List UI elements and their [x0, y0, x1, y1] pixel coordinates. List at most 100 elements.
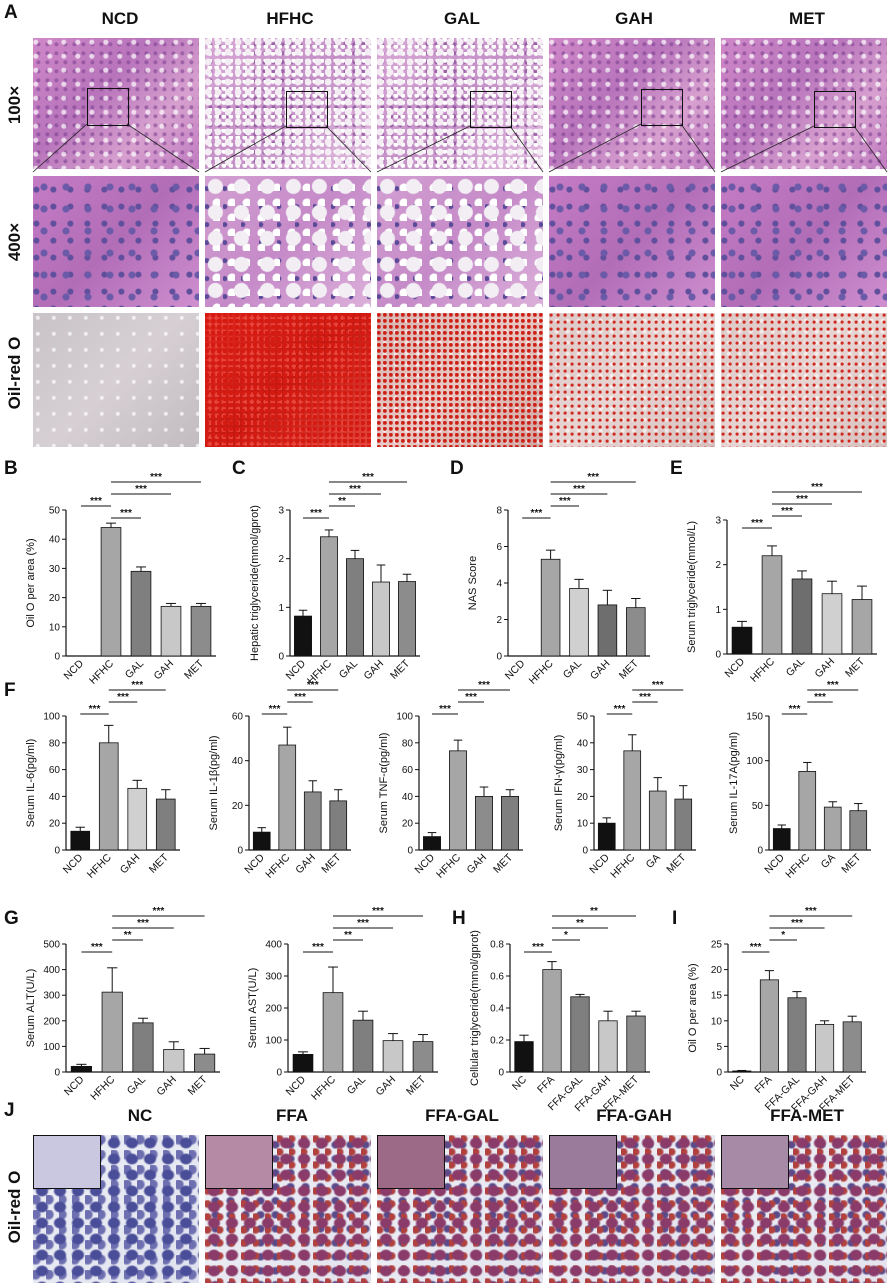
significance-label: *** [439, 704, 451, 715]
y-tick-label: 400 [265, 940, 282, 951]
x-tick-label: GAH [588, 658, 613, 683]
bar [798, 770, 817, 851]
significance-label: ** [590, 906, 598, 917]
bar [160, 605, 182, 657]
y-tick-label: 0.2 [490, 1036, 504, 1047]
y-tick-label: 150 [746, 712, 763, 723]
y-tick-label: 0.8 [490, 940, 504, 951]
significance-label: *** [310, 508, 322, 519]
x-tick-label: HFHC [263, 851, 292, 880]
chart-b: 0 10 20 30 40 50 Oil O per area (%) NCD HFHC GAL G… [25, 472, 216, 687]
significance-label: *** [781, 506, 793, 517]
bar [514, 1041, 534, 1073]
x-tick-label: HFHC [309, 1073, 338, 1102]
significance-label: *** [131, 680, 143, 691]
y-tick-label: 0 [496, 652, 502, 663]
significance-label: *** [652, 680, 664, 691]
bar [70, 1065, 92, 1073]
y-tick-label: 20 [232, 801, 244, 812]
y-axis-label: Serum triglyceride(mmol/L) [686, 521, 698, 653]
x-tick-label: NCD [503, 657, 528, 682]
significance-label: *** [117, 692, 129, 703]
x-tick-label: HFHC [748, 655, 777, 684]
bar [412, 1041, 434, 1073]
bar [190, 605, 212, 657]
bar [252, 831, 271, 851]
significance-label: *** [796, 494, 808, 505]
panel-letter-d: D [450, 458, 464, 479]
panel-letter-a: A [4, 2, 18, 23]
bar [598, 1020, 618, 1073]
x-tick-label: GAH [118, 852, 143, 877]
y-tick-label: 0 [237, 846, 243, 857]
significance-label: *** [362, 472, 374, 483]
y-axis-label: Serum IL-1β(pg/ml) [208, 736, 220, 831]
significance-label: *** [805, 906, 817, 917]
y-tick-label: 80 [49, 738, 61, 749]
y-axis-label: Oil O per area (%) [25, 538, 37, 627]
y-tick-label: 20 [49, 593, 61, 604]
y-tick-label: 50 [752, 801, 764, 812]
cells-col-ffa-met: FFA-MET [770, 1106, 844, 1125]
micrograph-met-100x [721, 38, 887, 169]
bar [98, 742, 119, 851]
y-tick-label: 300 [43, 991, 60, 1002]
histology-col-ncd: NCD [101, 9, 139, 28]
x-tick-label: MET [404, 1073, 429, 1098]
chart-g2: 0 100 200 300 400 Serum AST(U/L) NCD HFHC GAL GAH… [247, 906, 438, 1103]
x-tick-label: FFA [535, 1074, 557, 1096]
y-tick-label: 4 [496, 579, 502, 590]
micrograph-gah-100x [549, 38, 715, 169]
y-axis-label: Serum IL-17A(pg/ml) [728, 732, 740, 834]
y-tick-label: 50 [577, 712, 589, 723]
significance-label: *** [269, 704, 281, 715]
y-tick-label: 2 [715, 560, 721, 571]
bar [815, 1023, 835, 1073]
bar [100, 527, 122, 657]
y-tick-label: 300 [265, 972, 282, 983]
bar [372, 581, 390, 657]
significance-label: *** [559, 496, 571, 507]
y-tick-label: 0 [278, 652, 284, 663]
y-tick-label: 60 [232, 712, 244, 723]
y-axis-label: Serum AST(U/L) [247, 968, 259, 1049]
panel-letter-i: I [672, 908, 678, 929]
bar [501, 796, 519, 851]
bar [475, 796, 493, 851]
x-tick-label: GAL [784, 656, 807, 679]
bar [759, 979, 779, 1073]
cell-inset-ffa-gah [549, 1135, 617, 1189]
y-axis-label: Serum TNF-α(pg/ml) [378, 733, 390, 834]
y-tick-label: 500 [43, 940, 60, 951]
y-tick-label: 100 [396, 712, 413, 723]
cell-inset-ffa-gal [377, 1135, 445, 1189]
x-tick-label: HFHC [85, 851, 114, 880]
y-tick-label: 40 [49, 792, 61, 803]
bar [127, 787, 148, 851]
zoom-region-met [814, 91, 856, 128]
x-tick-label: GAL [345, 1074, 368, 1097]
x-tick-label: HFHC [88, 1073, 117, 1102]
micrograph-gal-100x [377, 38, 543, 169]
y-axis-label: Serum IFN-γ(pg/ml) [553, 735, 565, 832]
bar [423, 836, 441, 851]
significance-label: *** [89, 704, 101, 715]
x-tick-label: MET [617, 657, 642, 682]
y-tick-label: 5 [716, 1042, 722, 1053]
y-tick-label: 100 [43, 712, 60, 723]
cells-col-nc: NC [127, 1106, 153, 1125]
significance-label: *** [90, 496, 102, 507]
bar [352, 1019, 374, 1073]
y-tick-label: 0 [407, 846, 413, 857]
bar [278, 744, 297, 851]
y-tick-label: 0 [498, 1068, 504, 1079]
micrograph-met-oil-red [721, 313, 887, 447]
significance-label: ** [344, 930, 352, 941]
y-tick-label: 3 [278, 506, 284, 517]
bar [626, 607, 646, 657]
y-tick-label: 40 [232, 756, 244, 767]
cells-col-ffa: FFA [275, 1106, 309, 1125]
